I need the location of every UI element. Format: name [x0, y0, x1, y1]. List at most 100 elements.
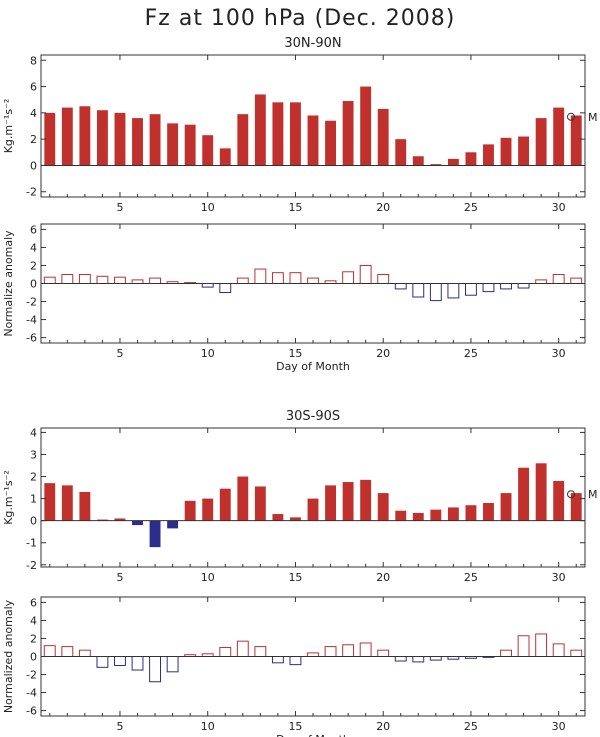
nh-anom-bar-day-11: [219, 283, 232, 294]
nh-anom-bar-day-26: [482, 283, 495, 293]
nh-fz-xtick-label: 5: [116, 201, 123, 214]
sh-fz-xtick-label: 25: [464, 571, 478, 584]
nh-fz-bar-day-12: [237, 114, 249, 166]
sh-fz-ytick-label: 3: [30, 448, 37, 461]
nh-anom-xtick-label: 30: [552, 347, 566, 360]
nh-fz-bar-day-13: [254, 94, 266, 166]
nh-anom-bar-day-19: [359, 264, 372, 285]
nh-fz-bar-day-3: [79, 106, 91, 166]
sh-anom-bar-day-6: [131, 656, 144, 671]
sh-fz-bar-day-7: [149, 520, 161, 548]
nh-fz-bar-day-31: [570, 115, 582, 166]
nh-fz-bar-day-21: [395, 139, 407, 166]
nh-fz-bar-day-30: [553, 107, 565, 166]
nh-fz-bar-day-16: [307, 115, 319, 166]
nh-fz-bar-day-25: [465, 152, 477, 166]
sh-fz-bar-day-6: [132, 520, 143, 526]
nh-anom-ylabel: Normalize anomaly: [2, 230, 15, 337]
sh-anom-bar-day-7: [149, 656, 161, 683]
nh-fz-bar-day-9: [184, 124, 196, 166]
nh-fz-bar-day-6: [132, 118, 143, 166]
nh-anom-bar-day-5: [114, 276, 126, 285]
sh-fz-bar-day-13: [254, 486, 266, 521]
nh-fz-bar-day-23: [430, 164, 442, 166]
sh-anom-bar-day-17: [324, 646, 337, 658]
nh-anom-xtick-label: 25: [464, 347, 478, 360]
nh-anom-bar-day-24: [447, 283, 460, 299]
nh-anom-bar-day-13: [254, 268, 267, 284]
sh-fz-bar-day-20: [377, 493, 389, 521]
sh-fz-xtick-label: 15: [288, 571, 302, 584]
nh-fz-ytick-label: 8: [30, 54, 37, 67]
sh-fz-bar-day-27: [500, 493, 512, 521]
sh-fz-bar-day-3: [79, 491, 91, 521]
nh-fz-ytick-label: -2: [26, 186, 37, 199]
sh-fz-ytick-label: -1: [26, 537, 37, 550]
sh-anom-bar-day-11: [219, 646, 232, 657]
sh-fz-bar-day-31: [570, 493, 582, 521]
sh-fz-bar-day-12: [237, 476, 249, 521]
nh-fz-ytick-label: 0: [30, 159, 37, 172]
sh-anom-ytick-label: 0: [30, 651, 37, 664]
sh-fz-xtick-label: 20: [376, 571, 390, 584]
nh-anom-ytick-label: 0: [30, 278, 37, 291]
nh-fz-bar-day-27: [500, 137, 512, 166]
nh-anom-bar-day-30: [552, 273, 565, 285]
nh-fz-ytick-label: 4: [30, 107, 37, 120]
nh-fz-mean-marker: [567, 112, 575, 121]
sh-anom-bar-day-3: [78, 649, 91, 658]
nh-anom-bar-day-12: [236, 277, 249, 284]
nh-fz-bar-day-5: [114, 112, 126, 166]
sh-fz-bar-day-28: [518, 467, 530, 521]
sh-fz-bar-day-18: [342, 482, 354, 521]
nh-fz-title: 30N-90N: [284, 36, 341, 51]
sh-fz-bar-day-30: [553, 480, 565, 521]
nh-anom-bar-day-29: [535, 279, 548, 285]
sh-anom-bar-day-19: [359, 642, 372, 657]
sh-fz-bar-day-10: [202, 498, 214, 521]
sh-fz-mean-marker-label: M: [588, 488, 598, 501]
nh-anom-bar-day-16: [307, 277, 319, 284]
nh-anom-bar-day-31: [570, 277, 583, 284]
sh-fz-ytick-label: 4: [30, 426, 37, 439]
sh-anom-bar-day-27: [500, 649, 512, 658]
nh-fz-bar-day-20: [377, 108, 389, 166]
sh-anom-bar-day-1: [43, 645, 56, 657]
nh-fz-bar-day-4: [96, 110, 108, 166]
sh-fz-bar-day-4: [96, 519, 108, 521]
nh-fz-bar-day-22: [412, 156, 424, 166]
sh-fz-bar-day-19: [360, 479, 372, 521]
nh-fz-bar-day-18: [342, 101, 354, 166]
sh-anom-ytick-label: -2: [26, 669, 37, 682]
sh-anom-xtick-label: 10: [201, 720, 215, 733]
sh-fz-bar-day-26: [483, 503, 494, 521]
sh-fz-bar-day-21: [395, 510, 407, 521]
sh-anom-ytick-label: 4: [30, 614, 37, 627]
nh-anom-xtick-label: 20: [376, 347, 390, 360]
sh-anom-bar-day-12: [236, 640, 249, 657]
nh-anom-bar-day-21: [394, 283, 407, 290]
sh-anom-bar-day-18: [342, 644, 355, 658]
nh-anom-bar-day-28: [517, 283, 530, 289]
sh-anom-ylabel: Normalized anomaly: [2, 599, 15, 713]
nh-anom-ytick-label: -2: [26, 296, 37, 309]
nh-anom-ytick-label: -6: [26, 332, 37, 345]
sh-fz-bar-day-17: [325, 485, 336, 521]
sh-anom-bar-day-2: [61, 646, 74, 658]
sh-anom-xtick-label: 30: [552, 720, 566, 733]
sh-fz-ytick-label: 0: [30, 515, 37, 528]
sh-fz-xtick-label: 30: [552, 571, 566, 584]
nh-fz-ytick-label: 2: [30, 133, 37, 146]
nh-anom-bar-day-4: [96, 275, 109, 285]
sh-anom-bar-day-8: [166, 656, 179, 673]
sh-fz-ytick-label: 2: [30, 471, 37, 484]
sh-fz-bar-day-22: [412, 512, 424, 521]
sh-anom-ytick-label: -6: [26, 705, 37, 718]
nh-fz-bar-day-26: [483, 144, 494, 166]
nh-fz-bar-day-1: [44, 112, 56, 166]
nh-anom-bar-day-22: [412, 283, 425, 298]
figure-title: Fz at 100 hPa (Dec. 2008): [145, 6, 456, 31]
sh-anom-xtick-label: 15: [288, 720, 302, 733]
nh-anom-bar-day-2: [61, 273, 74, 285]
